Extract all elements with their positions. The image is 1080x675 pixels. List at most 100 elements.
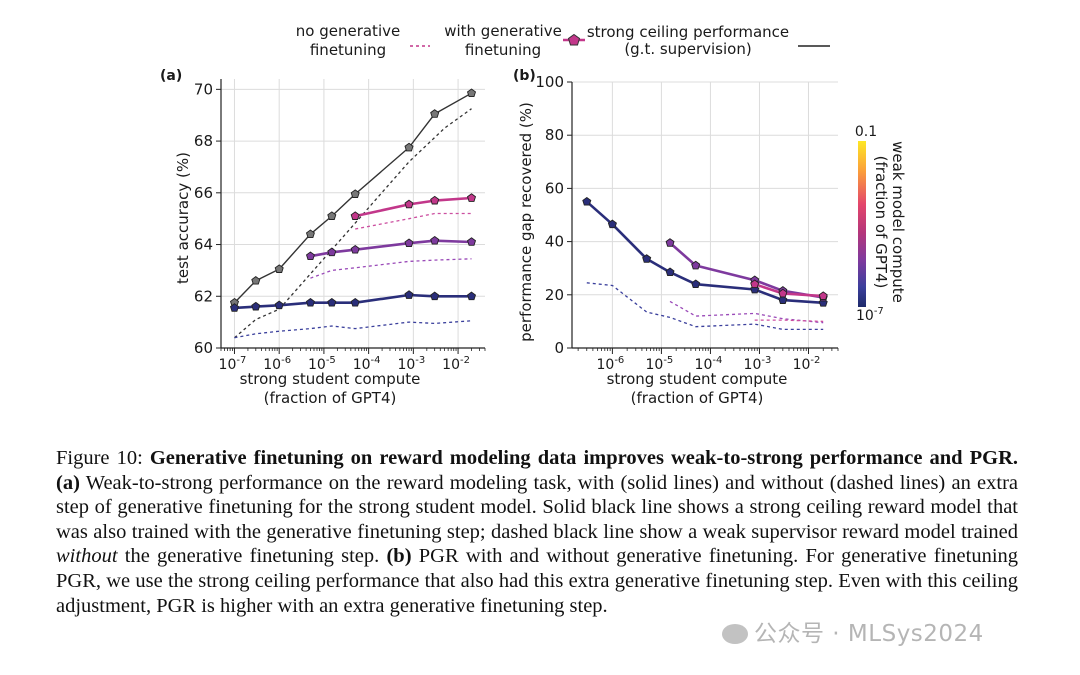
caption-a-label: (a)	[56, 471, 80, 494]
y-tick-label: 40	[545, 233, 564, 251]
panel-b-ylabel: performance gap recovered (%)	[517, 102, 535, 342]
legend-no-gen-line2: finetuning	[310, 41, 386, 59]
data-point	[466, 237, 477, 246]
data-point	[305, 251, 315, 261]
data-point	[607, 219, 617, 229]
x-tick-label: 10-2	[793, 355, 821, 373]
series-line	[754, 319, 824, 323]
colorbar-top-label: 0.1	[855, 124, 877, 140]
legend: no generative finetuning with generative…	[296, 22, 830, 59]
data-point	[691, 260, 701, 270]
x-tick-label: 10-5	[646, 355, 674, 373]
series-line	[586, 282, 824, 331]
wechat-logo-icon	[722, 624, 748, 644]
data-point	[305, 229, 315, 239]
data-point	[466, 291, 477, 301]
legend-with-gen-line1: with generative	[444, 22, 562, 40]
data-point	[327, 211, 337, 220]
x-tick-label: 10-5	[308, 355, 336, 373]
colorbar-gradient	[858, 141, 866, 307]
data-point	[642, 254, 652, 263]
series-line	[310, 258, 472, 279]
caption-a-italic: without	[56, 545, 118, 568]
y-tick-label: 100	[535, 73, 564, 91]
data-point	[750, 279, 760, 289]
series-line	[585, 200, 824, 305]
data-point	[665, 267, 675, 277]
data-point	[818, 291, 828, 300]
data-point	[251, 276, 261, 285]
panel-b-label: (b)	[513, 68, 536, 84]
y-tick-label: 20	[545, 286, 564, 304]
data-point	[466, 88, 477, 98]
caption-b-label: (b)	[386, 545, 412, 568]
panel-a-ylabel: test accuracy (%)	[174, 152, 192, 284]
legend-with-gen-marker	[567, 33, 581, 46]
panel-a-xlabel-line1: strong student compute	[240, 370, 421, 388]
data-point	[350, 211, 360, 220]
caption-b-text: PGR with and without generative finetuni…	[56, 545, 1019, 617]
caption-a-text: Weak-to-strong performance on the reward…	[56, 471, 1018, 543]
data-point	[778, 295, 788, 304]
watermark: 公众号 · MLSys2024	[722, 614, 984, 648]
panel-b-xlabel-line2: (fraction of GPT4)	[631, 389, 764, 407]
x-tick-label: 10-2	[442, 355, 470, 373]
colorbar: 0.1 10-7 weak model compute (fraction of…	[855, 124, 907, 324]
x-tick-label: 10-3	[744, 355, 772, 373]
watermark-text: 公众号 · MLSys2024	[754, 621, 984, 647]
y-tick-label: 68	[194, 132, 213, 150]
data-point	[327, 247, 337, 257]
series-line	[669, 300, 824, 324]
figure-caption: Figure 10: Generative finetuning on rewa…	[56, 446, 1018, 618]
colorbar-label-line2: (fraction of GPT4)	[872, 156, 890, 289]
caption-figure-label: Figure 10:	[56, 447, 143, 469]
x-tick-label: 10-6	[596, 355, 624, 373]
legend-ceiling-line1: strong ceiling performance	[587, 23, 789, 41]
data-point	[430, 109, 440, 118]
data-point	[430, 235, 440, 245]
y-tick-label: 62	[194, 287, 213, 305]
data-point	[350, 189, 360, 198]
y-tick-label: 60	[545, 179, 564, 197]
legend-ceiling-line2: (g.t. supervision)	[624, 40, 751, 58]
legend-with-gen-line2: finetuning	[465, 41, 541, 59]
data-point	[229, 303, 240, 312]
data-point	[430, 195, 440, 205]
data-point	[466, 193, 477, 202]
data-point	[691, 279, 701, 289]
data-point	[404, 142, 414, 152]
data-point	[404, 290, 414, 299]
x-tick-label: 10-4	[353, 355, 381, 373]
x-tick-label: 10-4	[695, 355, 723, 373]
panel-a: (a) strong student compute (fraction of …	[160, 68, 486, 407]
data-point	[274, 264, 284, 273]
data-point	[404, 238, 414, 248]
panel-b: (b) strong student compute (fraction of …	[513, 68, 839, 407]
y-tick-label: 0	[554, 339, 564, 357]
x-tick-label: 10-3	[397, 355, 425, 373]
panel-b-xlabel-line1: strong student compute	[607, 370, 788, 388]
caption-a-text2: the generative finetuning step.	[124, 545, 380, 568]
y-tick-label: 70	[194, 80, 213, 98]
series-line	[355, 212, 472, 230]
data-point	[582, 196, 592, 206]
figure-svg: no generative finetuning with generative…	[160, 22, 907, 407]
data-point	[665, 238, 675, 247]
y-tick-label: 60	[194, 339, 213, 357]
colorbar-bottom-label: 10-7	[856, 306, 884, 324]
y-tick-label: 64	[194, 236, 213, 254]
data-point	[274, 300, 284, 310]
series-line	[234, 320, 472, 339]
data-point	[430, 291, 440, 301]
panel-a-label: (a)	[160, 68, 182, 84]
series-line	[354, 196, 472, 218]
x-tick-label: 10-7	[219, 355, 247, 373]
data-point	[404, 199, 414, 209]
data-point	[778, 288, 788, 298]
x-tick-label: 10-6	[263, 355, 291, 373]
y-tick-label: 66	[194, 184, 213, 202]
panel-a-xlabel-line2: (fraction of GPT4)	[264, 389, 397, 407]
colorbar-label-line1: weak model compute	[889, 141, 907, 303]
y-tick-label: 80	[545, 126, 564, 144]
colorbar-bottom-base: 10	[856, 308, 874, 324]
